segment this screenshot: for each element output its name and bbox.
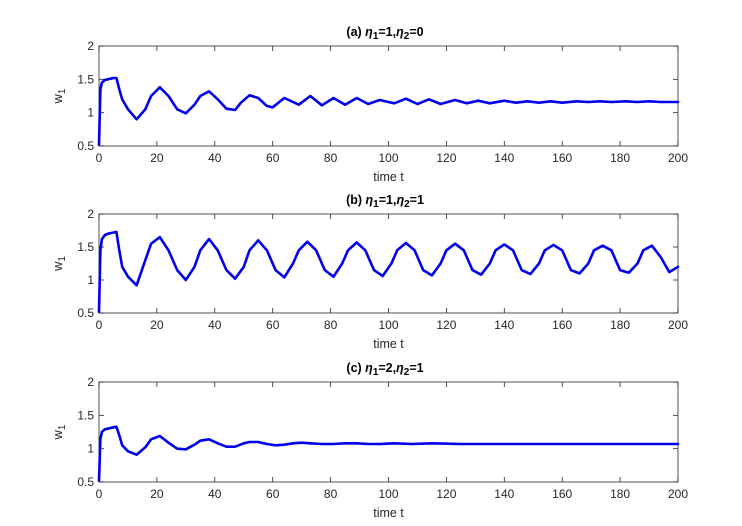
title-greek-eta: η bbox=[396, 193, 404, 207]
x-tick-label: 0 bbox=[96, 318, 103, 332]
x-tick-label: 60 bbox=[266, 151, 280, 165]
x-tick-label: 80 bbox=[324, 487, 338, 501]
title-text-part: =1, bbox=[378, 25, 396, 39]
x-tick-label: 120 bbox=[436, 318, 456, 332]
title-greek-eta: η bbox=[366, 193, 374, 207]
x-tick-label: 200 bbox=[668, 151, 688, 165]
series-line bbox=[97, 425, 680, 482]
plot-frame bbox=[98, 45, 679, 147]
x-tick-label: 0 bbox=[96, 151, 103, 165]
x-tick-label: 160 bbox=[552, 487, 572, 501]
title-subscript: 1 bbox=[373, 199, 379, 210]
y-label-main: w bbox=[50, 93, 65, 104]
title-subscript: 1 bbox=[373, 31, 379, 42]
y-label-subscript: 1 bbox=[57, 256, 68, 262]
plot-frame bbox=[98, 213, 679, 314]
x-tick-label: 40 bbox=[208, 318, 222, 332]
x-tick-label: 100 bbox=[378, 151, 398, 165]
title-text-part: =1, bbox=[379, 193, 397, 207]
chart-title: (c) η1=2,η2=1 bbox=[346, 361, 423, 378]
x-tick-label: 140 bbox=[494, 487, 514, 501]
title-greek-eta: η bbox=[365, 25, 373, 39]
title-subscript: 2 bbox=[404, 31, 410, 42]
y-tick-label: 2 bbox=[87, 375, 94, 389]
y-tick-label: 1 bbox=[87, 273, 94, 287]
title-greek-eta: η bbox=[365, 361, 373, 375]
y-tick-label: 0.5 bbox=[77, 306, 94, 320]
x-tick-label: 20 bbox=[150, 318, 164, 332]
x-tick-label: 180 bbox=[610, 318, 630, 332]
x-tick-label: 20 bbox=[150, 151, 164, 165]
x-axis-label: time t bbox=[373, 337, 404, 351]
chart-title: (b) η1=1,η2=1 bbox=[346, 193, 424, 210]
x-tick-label: 120 bbox=[436, 487, 456, 501]
y-tick-label: 1 bbox=[87, 106, 94, 120]
y-tick-label: 1 bbox=[87, 442, 94, 456]
x-tick-label: 200 bbox=[668, 318, 688, 332]
x-tick-label: 160 bbox=[552, 318, 572, 332]
x-tick-label: 40 bbox=[208, 487, 222, 501]
y-tick-label: 2 bbox=[87, 207, 94, 221]
title-greek-eta: η bbox=[396, 361, 404, 375]
y-tick-label: 1.5 bbox=[77, 72, 94, 86]
title-subscript: 2 bbox=[404, 199, 410, 210]
x-tick-label: 140 bbox=[494, 318, 514, 332]
y-tick-label: 1.5 bbox=[77, 240, 94, 254]
chart-panel-2: 0 20 40 60 80 100 120 140 160 180 200 0.5 1 1.5 2 (b) η… bbox=[50, 193, 688, 351]
chart-title: (a) η1=1,η2=0 bbox=[346, 25, 423, 42]
y-tick-label: 2 bbox=[87, 39, 94, 53]
x-tick-label: 40 bbox=[208, 151, 222, 165]
x-tick-label: 140 bbox=[494, 151, 514, 165]
x-tick-label: 20 bbox=[150, 487, 164, 501]
y-label-subscript: 1 bbox=[57, 424, 68, 430]
x-tick-label: 80 bbox=[324, 318, 338, 332]
title-greek-eta: η bbox=[396, 25, 404, 39]
title-text-part: =2, bbox=[378, 361, 396, 375]
title-text-part: =0 bbox=[409, 25, 423, 39]
title-text-part: (c) bbox=[346, 361, 365, 375]
series-line bbox=[97, 76, 680, 146]
x-axis-label: time t bbox=[373, 506, 404, 520]
plot-frame bbox=[98, 381, 679, 483]
title-text-part: =1 bbox=[410, 193, 424, 207]
x-tick-label: 100 bbox=[378, 318, 398, 332]
y-label-main: w bbox=[50, 261, 65, 272]
x-tick-label: 60 bbox=[266, 487, 280, 501]
y-axis-label: w1 bbox=[50, 88, 68, 104]
x-tick-label: 180 bbox=[610, 487, 630, 501]
x-tick-label: 160 bbox=[552, 151, 572, 165]
title-subscript: 1 bbox=[373, 367, 379, 378]
y-axis-label: w1 bbox=[50, 424, 68, 440]
x-tick-label: 60 bbox=[266, 318, 280, 332]
x-tick-label: 200 bbox=[668, 487, 688, 501]
title-subscript: 2 bbox=[404, 367, 410, 378]
y-label-subscript: 1 bbox=[57, 88, 68, 94]
y-label-main: w bbox=[50, 429, 65, 440]
y-tick-label: 0.5 bbox=[77, 475, 94, 489]
x-tick-label: 100 bbox=[378, 487, 398, 501]
title-text-part: =1 bbox=[409, 361, 423, 375]
y-axis-label: w1 bbox=[50, 256, 68, 272]
x-tick-label: 80 bbox=[324, 151, 338, 165]
x-axis-label: time t bbox=[373, 170, 404, 184]
x-tick-label: 0 bbox=[96, 487, 103, 501]
x-tick-label: 120 bbox=[436, 151, 456, 165]
title-text-part: (b) bbox=[346, 193, 365, 207]
series-line bbox=[97, 230, 680, 313]
title-text-part: (a) bbox=[346, 25, 365, 39]
x-tick-label: 180 bbox=[610, 151, 630, 165]
y-tick-label: 0.5 bbox=[77, 139, 94, 153]
y-tick-label: 1.5 bbox=[77, 408, 94, 422]
